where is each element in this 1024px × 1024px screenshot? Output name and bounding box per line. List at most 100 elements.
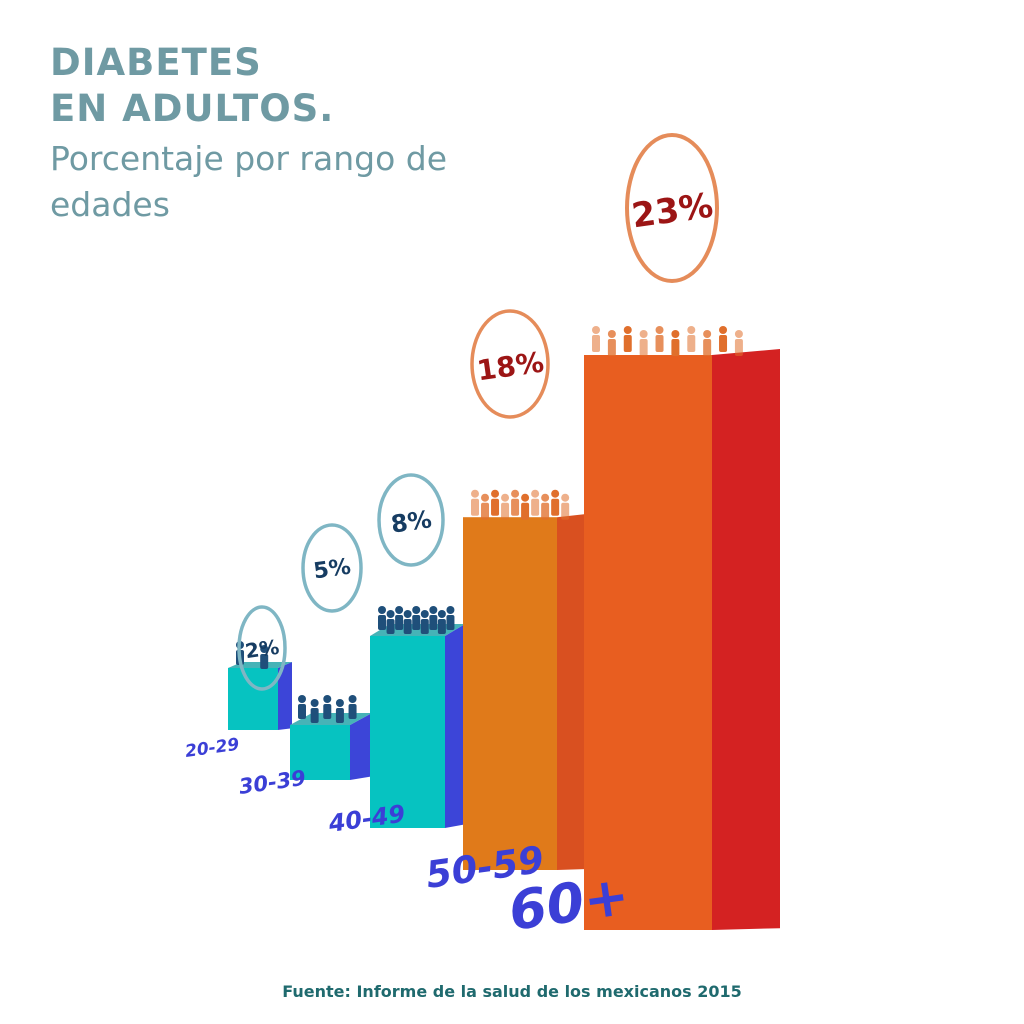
people-silhouettes — [592, 326, 743, 356]
person-head — [592, 326, 600, 334]
person-body — [511, 498, 520, 516]
person-head — [412, 606, 421, 614]
person-body — [420, 619, 429, 634]
person-body — [719, 335, 728, 352]
bar-group-60+: 23%60+ — [505, 133, 780, 943]
people-silhouettes — [298, 695, 357, 723]
title-block: DIABETES EN ADULTOS. Porcentaje por rang… — [50, 40, 470, 228]
person-body — [298, 704, 306, 719]
bar-top — [228, 662, 292, 668]
bar-group-20-29: 2% 20-29 — [184, 605, 292, 762]
person-head — [703, 330, 712, 338]
person-head — [446, 606, 455, 614]
person-head — [607, 330, 616, 338]
person-head — [437, 610, 446, 618]
person-body — [639, 339, 648, 356]
people-silhouettes — [378, 606, 455, 634]
value-label: 5% — [312, 555, 352, 585]
category-label: 20-29 — [184, 735, 241, 762]
person-body — [623, 335, 632, 352]
person-body — [655, 335, 664, 352]
person-body — [734, 339, 743, 356]
category-label: 40-49 — [326, 800, 407, 839]
person-head — [403, 610, 412, 618]
person-body — [437, 619, 446, 634]
person-body — [446, 615, 455, 630]
person-body — [386, 619, 395, 634]
person-body — [501, 502, 510, 520]
person-body — [481, 502, 490, 520]
person-head — [541, 493, 550, 502]
person-body — [491, 498, 500, 516]
person-body — [703, 339, 712, 356]
person-body — [607, 339, 616, 356]
person-body — [429, 615, 438, 630]
person-head — [531, 489, 540, 498]
bar-front — [290, 725, 350, 780]
bar-side — [445, 624, 465, 828]
person-head — [687, 326, 696, 334]
person-head — [260, 645, 269, 653]
person-head — [655, 326, 664, 334]
person-head — [491, 489, 500, 498]
person-head — [501, 493, 510, 502]
chart-subtitle: Porcentaje por rango de edades — [50, 139, 448, 224]
person-head — [671, 330, 680, 338]
value-bubble — [237, 605, 287, 691]
bar-front — [228, 668, 278, 730]
bar-side — [350, 713, 372, 780]
person-head — [551, 489, 560, 498]
person-head — [420, 610, 429, 618]
person-body — [551, 498, 560, 516]
person-head — [511, 489, 520, 498]
person-body — [260, 654, 269, 669]
value-bubble — [301, 523, 363, 613]
person-head — [378, 606, 386, 614]
person-head — [323, 695, 332, 703]
chart-title-line-1: DIABETES — [50, 41, 262, 84]
person-head — [429, 606, 438, 614]
source-note: Fuente: Informe de la salud de los mexic… — [282, 982, 742, 1001]
person-head — [719, 326, 728, 334]
person-body — [471, 498, 479, 516]
value-bubble — [470, 309, 550, 419]
person-body — [592, 335, 600, 352]
bar-side — [557, 514, 584, 870]
person-head — [561, 493, 570, 502]
person-head — [335, 699, 344, 707]
person-body — [671, 339, 680, 356]
person-body — [412, 615, 421, 630]
person-head — [310, 699, 319, 707]
person-body — [531, 498, 540, 516]
chart-title-line-2: EN ADULTOS. — [50, 87, 335, 130]
category-label: 30-39 — [237, 766, 307, 799]
person-head — [386, 610, 395, 618]
person-body — [335, 708, 344, 723]
bar-front — [370, 636, 445, 828]
bar-front — [584, 355, 712, 930]
person-body — [310, 708, 319, 723]
person-head — [623, 326, 632, 334]
person-body — [378, 615, 386, 630]
person-body — [403, 619, 412, 634]
person-body — [323, 704, 332, 719]
bar-group-40-49: 8% 40-49 — [326, 473, 465, 839]
people-silhouettes — [471, 489, 570, 520]
value-label: 18% — [475, 345, 546, 387]
person-head — [298, 695, 306, 703]
person-body — [348, 704, 357, 719]
value-bubble — [625, 133, 719, 283]
person-head — [639, 330, 648, 338]
person-body — [561, 502, 570, 520]
bar-side — [278, 662, 292, 730]
person-head — [521, 493, 530, 502]
value-label: 23% — [629, 186, 715, 237]
person-body — [395, 615, 404, 630]
value-label: 2% — [244, 635, 281, 663]
bar-side — [712, 349, 780, 930]
person-head — [395, 606, 404, 614]
bar-front — [463, 517, 557, 870]
person-body — [541, 502, 550, 520]
value-label: 8% — [389, 505, 433, 538]
person-head — [471, 489, 479, 498]
